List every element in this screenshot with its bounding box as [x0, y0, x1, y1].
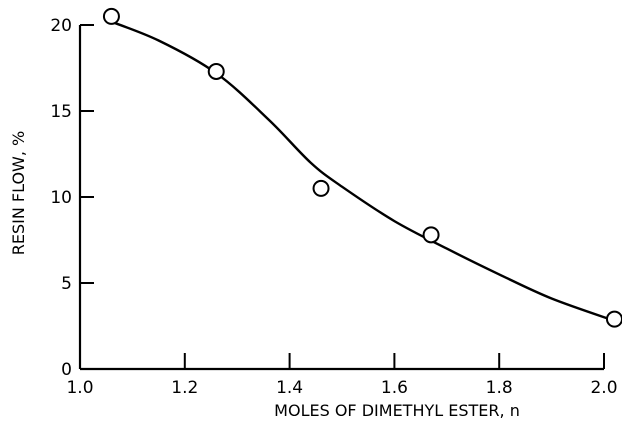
tick-labels: 1.0 1.2 1.4 1.6 1.8 2.0 0 5 10 15 20: [50, 16, 617, 398]
y-tick-label: 0: [61, 360, 72, 380]
y-tick-label: 20: [50, 16, 72, 36]
y-tick-label: 10: [50, 188, 72, 208]
fit-curve-layer: [105, 18, 615, 322]
data-point: [422, 226, 440, 244]
y-tick-label: 15: [50, 102, 72, 122]
data-point: [312, 179, 330, 197]
data-points: [102, 7, 622, 328]
y-tick-label: 5: [61, 274, 72, 294]
x-tick-label: 1.8: [486, 378, 513, 398]
fit-curve: [105, 18, 615, 322]
x-tick-label: 1.6: [381, 378, 408, 398]
x-tick-label: 1.4: [276, 378, 303, 398]
x-tick-label: 2.0: [590, 378, 617, 398]
data-point: [605, 310, 622, 328]
axes: [78, 24, 605, 371]
data-point: [102, 7, 120, 25]
x-axis-title: MOLES OF DIMETHYL ESTER, n: [274, 401, 520, 420]
x-tick-label: 1.0: [66, 378, 93, 398]
data-point: [207, 62, 225, 80]
y-axis-title: RESIN FLOW, %: [9, 131, 28, 256]
x-tick-label: 1.2: [171, 378, 198, 398]
